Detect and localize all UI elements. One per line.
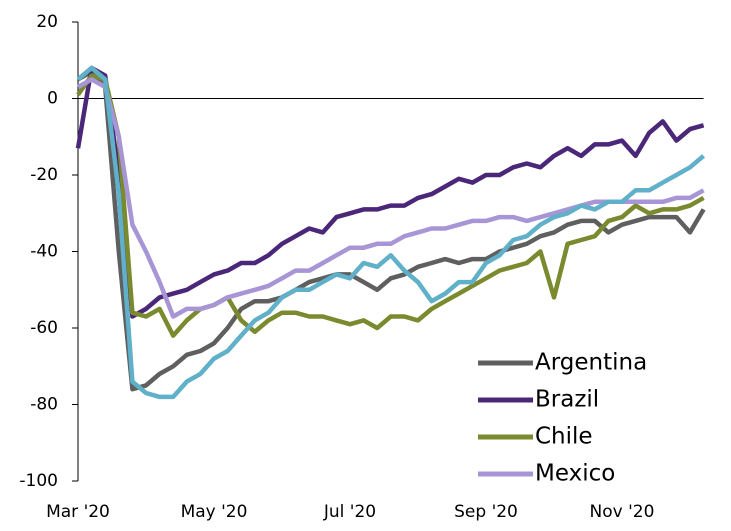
y-tick-label: -100 [19,471,58,491]
y-tick-label: -80 [30,395,58,415]
legend-label: Brazil [535,387,599,413]
y-tick-label: -60 [30,318,58,338]
y-tick-label: 20 [36,12,58,32]
y-tick-label: -20 [30,165,58,185]
x-tick-label: May '20 [181,502,248,522]
series-line [76,65,706,400]
series-line [75,65,705,319]
legend-label: Mexico [535,461,615,487]
x-tick-label: Nov '20 [590,502,655,522]
series-line [76,69,706,392]
legend-label: Chile [535,424,593,450]
y-tick-label: 0 [47,89,58,109]
x-tick-label: Sep '20 [454,502,518,522]
x-tick-label: Mar '20 [46,502,110,522]
y-tick-label: -40 [30,242,58,262]
series-line [76,77,705,319]
x-tick-label: Jul '20 [323,502,376,522]
series-line [76,73,705,338]
legend: Argentina Brazil Chile Mexico [478,350,647,487]
legend-label: Argentina [535,350,647,376]
